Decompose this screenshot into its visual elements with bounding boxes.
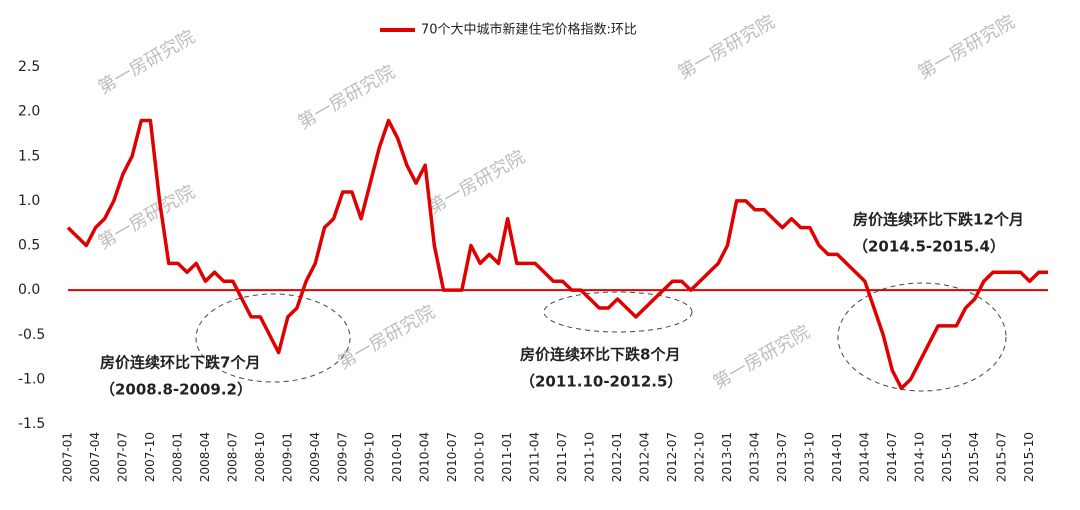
x-tick-label: 2011-04 (528, 432, 542, 482)
x-tick-label: 2011-10 (583, 432, 597, 482)
watermark: 第一房研究院 (710, 321, 814, 393)
y-tick-label: 2.5 (18, 59, 40, 75)
x-tick-label: 2015-10 (1022, 432, 1036, 482)
watermark: 第一房研究院 (295, 61, 399, 133)
highlight-ellipse (195, 293, 351, 383)
x-tick-label: 2014-01 (830, 432, 844, 482)
x-tick-label: 2011-01 (500, 432, 514, 482)
x-tick-label: 2013-04 (747, 432, 761, 482)
x-tick-label: 2010-07 (445, 432, 459, 482)
highlight-ellipse (543, 291, 693, 333)
x-tick-label: 2007-04 (88, 432, 102, 482)
x-tick-label: 2007-07 (115, 432, 129, 482)
annotation: 房价连续环比下跌7个月 (100, 354, 260, 372)
x-tick-label: 2014-07 (885, 432, 899, 482)
x-tick-label: 2012-10 (692, 432, 706, 482)
x-tick-label: 2012-07 (665, 432, 679, 482)
watermark: 第一房研究院 (915, 11, 1019, 83)
x-tick-label: 2007-01 (61, 432, 75, 482)
y-tick-label: -0.5 (18, 327, 45, 343)
y-tick-label: 1.0 (18, 193, 40, 209)
x-tick-label: 2012-04 (638, 432, 652, 482)
x-tick-label: 2009-07 (335, 432, 349, 482)
x-tick-label: 2012-01 (610, 432, 624, 482)
x-tick-label: 2008-07 (225, 432, 239, 482)
x-tick-label: 2008-01 (170, 432, 184, 482)
x-tick-label: 2009-10 (363, 432, 377, 482)
x-tick-label: 2015-04 (967, 432, 981, 482)
y-tick-label: 0.0 (18, 282, 40, 298)
y-tick-label: 2.0 (18, 104, 40, 120)
x-tick-label: 2015-07 (995, 432, 1009, 482)
data-line (66, 118, 1048, 391)
watermark: 第一房研究院 (675, 11, 779, 83)
x-tick-label: 2013-10 (802, 432, 816, 482)
y-tick-label: 0.5 (18, 238, 40, 254)
y-tick-label: -1.0 (18, 371, 45, 387)
legend-label: 70个大中城市新建住宅价格指数:环比 (421, 22, 637, 38)
x-tick-label: 2010-01 (390, 432, 404, 482)
x-tick-label: 2008-04 (198, 432, 212, 482)
x-tick-label: 2014-10 (912, 432, 926, 482)
x-tick-label: 2009-01 (280, 432, 294, 482)
x-tick-label: 2010-10 (473, 432, 487, 482)
annotation: （2014.5-2015.4） (853, 238, 1005, 256)
annotation: （2011.10-2012.5） (520, 373, 682, 391)
watermark: 第一房研究院 (95, 26, 199, 98)
x-tick-label: 2007-10 (143, 432, 157, 482)
highlight-ellipse (837, 282, 1007, 392)
x-tick-label: 2014-04 (857, 432, 871, 482)
watermark: 第一房研究院 (335, 301, 439, 373)
annotation: 房价连续环比下跌12个月 (853, 211, 1024, 229)
x-tick-label: 2008-10 (253, 432, 267, 482)
x-tick-label: 2009-04 (308, 432, 322, 482)
watermark: 第一房研究院 (95, 181, 199, 253)
y-tick-label: 1.5 (18, 148, 40, 164)
x-tick-label: 2015-01 (940, 432, 954, 482)
annotation: 房价连续环比下跌8个月 (520, 346, 680, 364)
x-tick-label: 2013-01 (720, 432, 734, 482)
x-tick-label: 2011-07 (555, 432, 569, 482)
x-tick-label: 2010-04 (418, 432, 432, 482)
y-tick-label: -1.5 (18, 416, 45, 432)
watermark: 第一房研究院 (425, 146, 529, 218)
x-tick-label: 2013-07 (775, 432, 789, 482)
annotation: （2008.8-2009.2） (100, 381, 252, 399)
